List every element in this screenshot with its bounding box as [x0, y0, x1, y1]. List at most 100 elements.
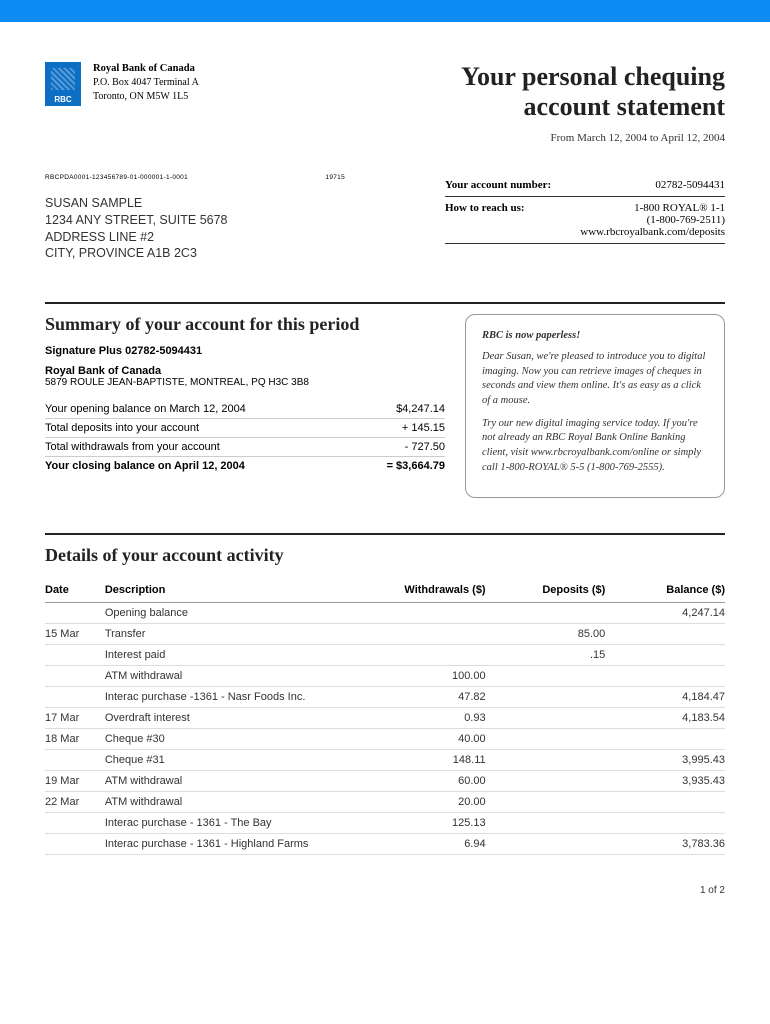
col-desc: Description — [105, 578, 366, 603]
bank-name: Royal Bank of Canada — [93, 62, 199, 76]
col-balance: Balance ($) — [605, 578, 725, 603]
tx-desc: Interest paid — [105, 645, 366, 666]
account-type: Signature Plus 02782-5094431 — [45, 345, 445, 357]
transactions-table: Date Description Withdrawals ($) Deposit… — [45, 578, 725, 855]
col-deposits: Deposits ($) — [486, 578, 606, 603]
tx-balance: 4,183.54 — [605, 708, 725, 729]
tx-desc: Interac purchase - 1361 - The Bay — [105, 813, 366, 834]
summary-left: Summary of your account for this period … — [45, 314, 445, 498]
table-row: Interac purchase -1361 - Nasr Foods Inc.… — [45, 687, 725, 708]
table-row: 15 MarTransfer85.00 — [45, 624, 725, 645]
branch-name: Royal Bank of Canada — [45, 365, 445, 377]
table-row: 19 MarATM withdrawal60.00 3,935.43 — [45, 771, 725, 792]
tx-withdrawal: 20.00 — [366, 792, 486, 813]
closing-balance-row: Your closing balance on April 12, 2004 =… — [45, 457, 445, 475]
reach-us-row: How to reach us: 1-800 ROYAL® 1-1 (1-800… — [445, 197, 725, 244]
promo-title: RBC is now paperless! — [482, 329, 708, 344]
tx-balance: 4,184.47 — [605, 687, 725, 708]
tx-date: 19 Mar — [45, 771, 105, 792]
promo-p1: Dear Susan, we're pleased to introduce y… — [482, 350, 708, 409]
col-withdrawals: Withdrawals ($) — [366, 578, 486, 603]
tx-deposit: 85.00 — [486, 624, 606, 645]
tx-balance — [605, 813, 725, 834]
tx-balance: 4,247.14 — [605, 603, 725, 624]
branch-address: 5879 ROULE JEAN-BAPTISTE, MONTREAL, PQ H… — [45, 377, 445, 388]
table-row: Interac purchase - 1361 - The Bay125.13 — [45, 813, 725, 834]
tx-withdrawal: 0.93 — [366, 708, 486, 729]
tx-date — [45, 750, 105, 771]
tx-deposit — [486, 813, 606, 834]
table-row: Interest paid .15 — [45, 645, 725, 666]
statement-period: From March 12, 2004 to April 12, 2004 — [461, 132, 725, 144]
customer-addr1: 1234 ANY STREET, SUITE 5678 — [45, 212, 345, 229]
tx-withdrawal — [366, 603, 486, 624]
tx-desc: ATM withdrawal — [105, 666, 366, 687]
table-row: 17 MarOverdraft interest0.934,183.54 — [45, 708, 725, 729]
tx-date: 17 Mar — [45, 708, 105, 729]
statement-title: Your personal chequing account statement — [461, 62, 725, 122]
tx-desc: Cheque #31 — [105, 750, 366, 771]
tx-withdrawal: 100.00 — [366, 666, 486, 687]
tx-desc: ATM withdrawal — [105, 792, 366, 813]
summary-row: Your opening balance on March 12, 2004$4… — [45, 400, 445, 419]
tx-deposit: .15 — [486, 645, 606, 666]
tx-balance — [605, 666, 725, 687]
summary-section: Summary of your account for this period … — [45, 314, 725, 498]
col-date: Date — [45, 578, 105, 603]
promo-p2: Try our new digital imaging service toda… — [482, 417, 708, 476]
tx-balance — [605, 645, 725, 666]
header-right: Your personal chequing account statement… — [461, 62, 725, 144]
tx-balance — [605, 792, 725, 813]
rbc-logo-icon: RBC — [45, 62, 81, 106]
customer-block: RBCPDA0001-123456789-01-000001-1-0001 19… — [45, 174, 345, 263]
tx-withdrawal: 148.11 — [366, 750, 486, 771]
tx-deposit — [486, 750, 606, 771]
divider — [45, 533, 725, 535]
tx-deposit — [486, 708, 606, 729]
tx-withdrawal: 125.13 — [366, 813, 486, 834]
bank-info: Royal Bank of Canada P.O. Box 4047 Termi… — [93, 62, 199, 144]
tx-deposit — [486, 792, 606, 813]
tx-deposit — [486, 687, 606, 708]
tx-withdrawal: 60.00 — [366, 771, 486, 792]
tx-deposit — [486, 666, 606, 687]
tx-date: 18 Mar — [45, 729, 105, 750]
tx-balance: 3,995.43 — [605, 750, 725, 771]
tx-date — [45, 666, 105, 687]
details-title: Details of your account activity — [45, 545, 725, 566]
customer-addr2: ADDRESS LINE #2 — [45, 229, 345, 246]
tx-date — [45, 603, 105, 624]
table-row: Cheque #31148.11 3,995.43 — [45, 750, 725, 771]
tx-balance — [605, 624, 725, 645]
table-row: Opening balance 4,247.14 — [45, 603, 725, 624]
summary-row: Total withdrawals from your account- 727… — [45, 438, 445, 457]
table-row: 22 MarATM withdrawal20.00 — [45, 792, 725, 813]
table-header-row: Date Description Withdrawals ($) Deposit… — [45, 578, 725, 603]
tx-desc: Interac purchase - 1361 - Highland Farms — [105, 834, 366, 855]
tx-desc: ATM withdrawal — [105, 771, 366, 792]
table-row: 18 MarCheque #3040.00 — [45, 729, 725, 750]
account-info-box: Your account number: 02782-5094431 How t… — [445, 174, 725, 263]
summary-row: Total deposits into your account+ 145.15 — [45, 419, 445, 438]
tx-withdrawal: 6.94 — [366, 834, 486, 855]
tx-balance: 3,935.43 — [605, 771, 725, 792]
mid-section: RBCPDA0001-123456789-01-000001-1-0001 19… — [45, 174, 725, 263]
summary-title: Summary of your account for this period — [45, 314, 445, 335]
website: www.rbcroyalbank.com/deposits — [580, 226, 725, 238]
tx-desc: Transfer — [105, 624, 366, 645]
tx-desc: Cheque #30 — [105, 729, 366, 750]
tx-balance: 3,783.36 — [605, 834, 725, 855]
tx-withdrawal: 40.00 — [366, 729, 486, 750]
phone1: 1-800 ROYAL® 1-1 — [580, 202, 725, 214]
top-bar — [0, 0, 770, 22]
tx-date — [45, 687, 105, 708]
bank-addr2: Toronto, ON M5W 1L5 — [93, 90, 199, 104]
tx-date — [45, 834, 105, 855]
tx-balance — [605, 729, 725, 750]
table-row: ATM withdrawal100.00 — [45, 666, 725, 687]
tx-deposit — [486, 729, 606, 750]
customer-address: SUSAN SAMPLE 1234 ANY STREET, SUITE 5678… — [45, 195, 345, 263]
header-left: RBC Royal Bank of Canada P.O. Box 4047 T… — [45, 62, 199, 144]
tx-date — [45, 813, 105, 834]
tx-desc: Opening balance — [105, 603, 366, 624]
